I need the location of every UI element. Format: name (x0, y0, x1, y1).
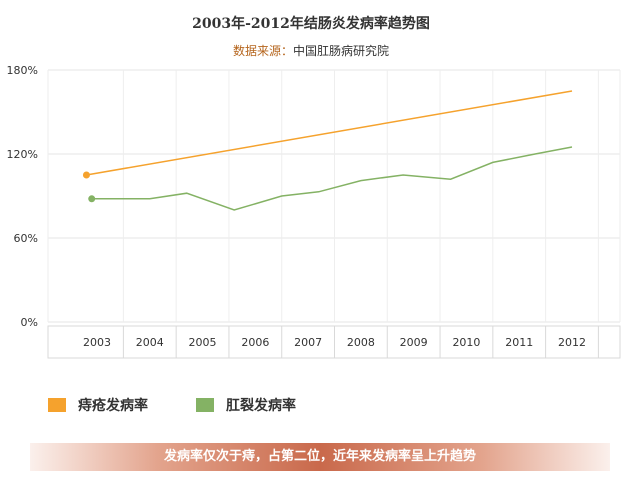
legend-item: 肛裂发病率 (196, 395, 296, 415)
chart-legend: 痔疮发病率 肛裂发病率 (48, 395, 344, 415)
y-tick-label: 120% (7, 148, 38, 161)
x-tick-label: 2006 (241, 336, 269, 349)
x-tick-label: 2007 (294, 336, 322, 349)
x-tick-label: 2004 (136, 336, 164, 349)
y-tick-label: 60% (14, 232, 38, 245)
legend-item: 痔疮发病率 (48, 395, 148, 415)
summary-banner: 发病率仅次于痔，占第二位，近年来发病率呈上升趋势 (30, 443, 610, 471)
series-line (86, 90, 573, 176)
series-line (91, 146, 573, 211)
legend-label: 肛裂发病率 (226, 398, 296, 414)
series-start-point (88, 195, 96, 203)
x-tick-label: 2003 (83, 336, 111, 349)
x-tick-label: 2009 (400, 336, 428, 349)
legend-label: 痔疮发病率 (78, 398, 148, 414)
x-tick-label: 2010 (452, 336, 480, 349)
y-tick-label: 180% (7, 64, 38, 77)
source-value: 中国肛肠病研究院 (293, 44, 390, 58)
x-tick-label: 2005 (189, 336, 217, 349)
chart-title: 2003年-2012年结肠炎发病率趋势图 (192, 16, 430, 32)
legend-swatch (196, 398, 214, 412)
source-label: 数据来源： (232, 44, 293, 58)
series-start-point (82, 171, 90, 179)
chart-source: 数据来源：中国肛肠病研究院 (0, 42, 622, 59)
x-tick-label: 2008 (347, 336, 375, 349)
line-chart: 0% 60% 120% 180% 2003 2004 2005 2006 2007 2008 200… (7, 64, 621, 359)
y-tick-label: 0% (21, 316, 38, 329)
x-tick-label: 2011 (505, 336, 533, 349)
legend-swatch (48, 398, 66, 412)
x-tick-label: 2012 (558, 336, 586, 349)
